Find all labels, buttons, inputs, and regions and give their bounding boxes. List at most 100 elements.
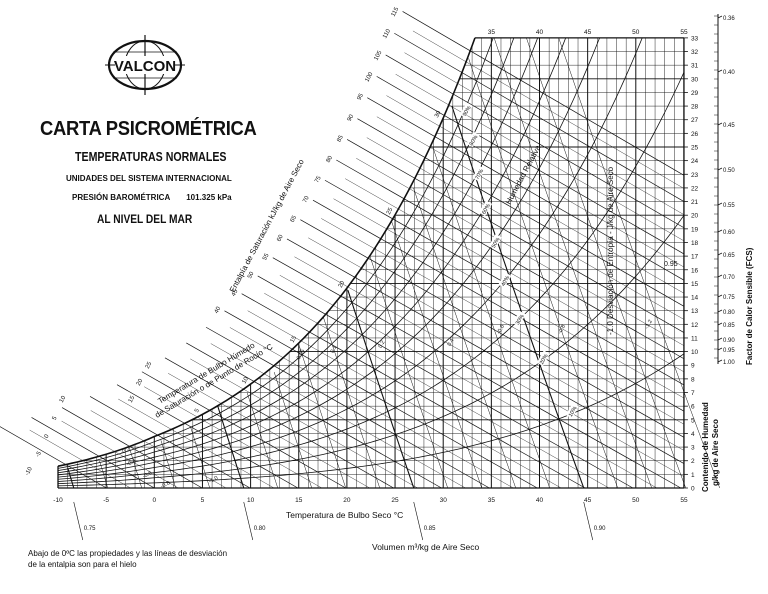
rh-label: 50% xyxy=(491,237,502,250)
volume-line xyxy=(432,146,550,489)
shr-tick-label: 0.55 xyxy=(723,203,735,209)
enthalpy-line xyxy=(144,386,322,489)
enthalpy-line xyxy=(312,199,685,412)
volume-tick xyxy=(73,501,84,541)
enthalpy-deviation-label: -0.4 xyxy=(126,458,137,468)
enthalpy-line xyxy=(279,275,657,489)
humidity-tick-label: 25 xyxy=(691,145,699,152)
pressure-label: PRESIÓN BAROMÉTRICA xyxy=(72,193,171,202)
volume-line xyxy=(298,344,346,489)
shr-tick-label: 0.90 xyxy=(723,338,735,344)
humidity-tick-label: 7 xyxy=(691,390,695,397)
humidity-tick-label: 12 xyxy=(691,322,699,329)
logo-text: VALCON xyxy=(114,58,176,75)
enthalpy-line xyxy=(395,74,685,242)
shr-tick xyxy=(717,359,723,363)
rh-label-bg xyxy=(466,131,480,148)
enthalpy-line xyxy=(346,139,685,333)
humidity-tick-label: 13 xyxy=(691,308,699,315)
humidity-tick-label: 32 xyxy=(691,49,699,56)
rh-curve xyxy=(57,72,685,482)
enthalpy-tick-label: 85 xyxy=(336,134,345,143)
enthalpy-line xyxy=(402,11,685,176)
dry-bulb-tick-label: 0 xyxy=(152,497,156,504)
top-dry-bulb-tick-label: 50 xyxy=(632,29,640,36)
enthalpy-tick-label: 90 xyxy=(347,113,356,122)
wet-bulb-sat-label: 20 xyxy=(338,280,347,289)
enthalpy-line xyxy=(141,371,346,489)
dry-bulb-tick-label: 15 xyxy=(295,497,303,504)
enthalpy-line xyxy=(294,256,685,477)
rh-curve xyxy=(57,37,600,478)
volume-line xyxy=(67,467,75,489)
enthalpy-line xyxy=(167,373,370,489)
enthalpy-tick-label: 105 xyxy=(373,49,383,61)
enthalpy-line xyxy=(272,257,681,489)
rh-label: 80% xyxy=(469,134,480,147)
shr-tick xyxy=(717,294,723,298)
humidity-tick-label: 15 xyxy=(691,281,699,288)
volume-tick-label: 0.85 xyxy=(424,526,436,532)
rh-label: 30% xyxy=(515,314,526,327)
rh-label: 70% xyxy=(475,168,486,181)
enthalpy-line xyxy=(164,357,394,489)
rh-label-bg xyxy=(488,234,502,250)
top-dry-bulb-tick-label: 40 xyxy=(536,29,544,36)
volume-line xyxy=(526,37,686,489)
volume-tick xyxy=(583,501,594,541)
humidity-tick-label: 24 xyxy=(691,158,699,165)
shr-tick xyxy=(717,15,723,19)
volume-line xyxy=(468,58,618,489)
rh-label-bg xyxy=(512,310,526,327)
humidity-tick-label: 20 xyxy=(691,213,699,220)
enthalpy-tick-label: 115 xyxy=(391,6,401,18)
enthalpy-deviation-label: -0.8 xyxy=(160,480,171,490)
rh-label-bg xyxy=(479,200,493,216)
humidity-tick-label: 6 xyxy=(691,404,695,411)
enthalpy-deviation-label: 0.2 xyxy=(378,340,387,350)
enthalpy-deviation-label: 0.1 xyxy=(330,345,339,355)
enthalpy-deviation-label: -0.6 xyxy=(142,470,153,480)
humidity-tick-label: 5 xyxy=(691,417,695,424)
dry-bulb-tick-label: -10 xyxy=(53,497,63,504)
enthalpy-deviation-label: -0.2 xyxy=(120,446,131,456)
wet-bulb-sat-label: 25 xyxy=(386,206,395,215)
volume-line xyxy=(323,317,380,489)
humidity-tick-label: 1 xyxy=(691,472,695,479)
humidity-tick-label: 10 xyxy=(691,349,699,356)
shr-tick-label: 0.85 xyxy=(723,323,735,329)
humidity-tick-label: 11 xyxy=(691,335,698,342)
enthalpy-line xyxy=(264,293,610,489)
rh-label-bg xyxy=(459,102,473,119)
enthalpy-deviation-label: -1.0 xyxy=(208,475,219,485)
enthalpy-line xyxy=(0,426,107,489)
shr-tick xyxy=(717,347,723,351)
shr-tick xyxy=(717,229,723,233)
rh-label: 20% xyxy=(539,353,550,366)
volume-tick xyxy=(243,501,254,541)
volume-line xyxy=(99,460,108,489)
dry-bulb-tick-label: 50 xyxy=(632,497,640,504)
volume-tick-label: 0.75 xyxy=(84,526,96,532)
enthalpy-line xyxy=(89,396,251,489)
shr-tick-label: 0.45 xyxy=(723,123,735,129)
humidity-tick-label: 22 xyxy=(691,185,699,192)
humidity-tick-label: 4 xyxy=(691,431,695,438)
wet-bulb-tick-label: 5 xyxy=(52,415,59,421)
shr-tick xyxy=(717,309,723,313)
enthalpy-deviation-label: 0.4 xyxy=(447,338,456,348)
humidity-axis-title-2: g/kg de Aire Seco xyxy=(711,419,720,486)
enthalpy-line xyxy=(241,293,586,489)
rh-label-bg xyxy=(536,350,550,367)
enthalpy-line xyxy=(356,158,685,346)
enthalpy-line xyxy=(321,218,685,425)
humidity-axis-title-1: Contenido de Humedad xyxy=(701,402,710,492)
enthalpy-line xyxy=(210,343,466,489)
enthalpy-tick-label: 100 xyxy=(364,71,374,83)
enthalpy-line xyxy=(336,159,685,360)
shr-tick-label: 0.95 xyxy=(723,348,735,354)
wet-bulb-tick-label: 0 xyxy=(44,433,51,439)
enthalpy-line xyxy=(333,198,685,399)
enthalpy-line xyxy=(412,30,685,189)
enthalpy-line xyxy=(367,97,685,281)
